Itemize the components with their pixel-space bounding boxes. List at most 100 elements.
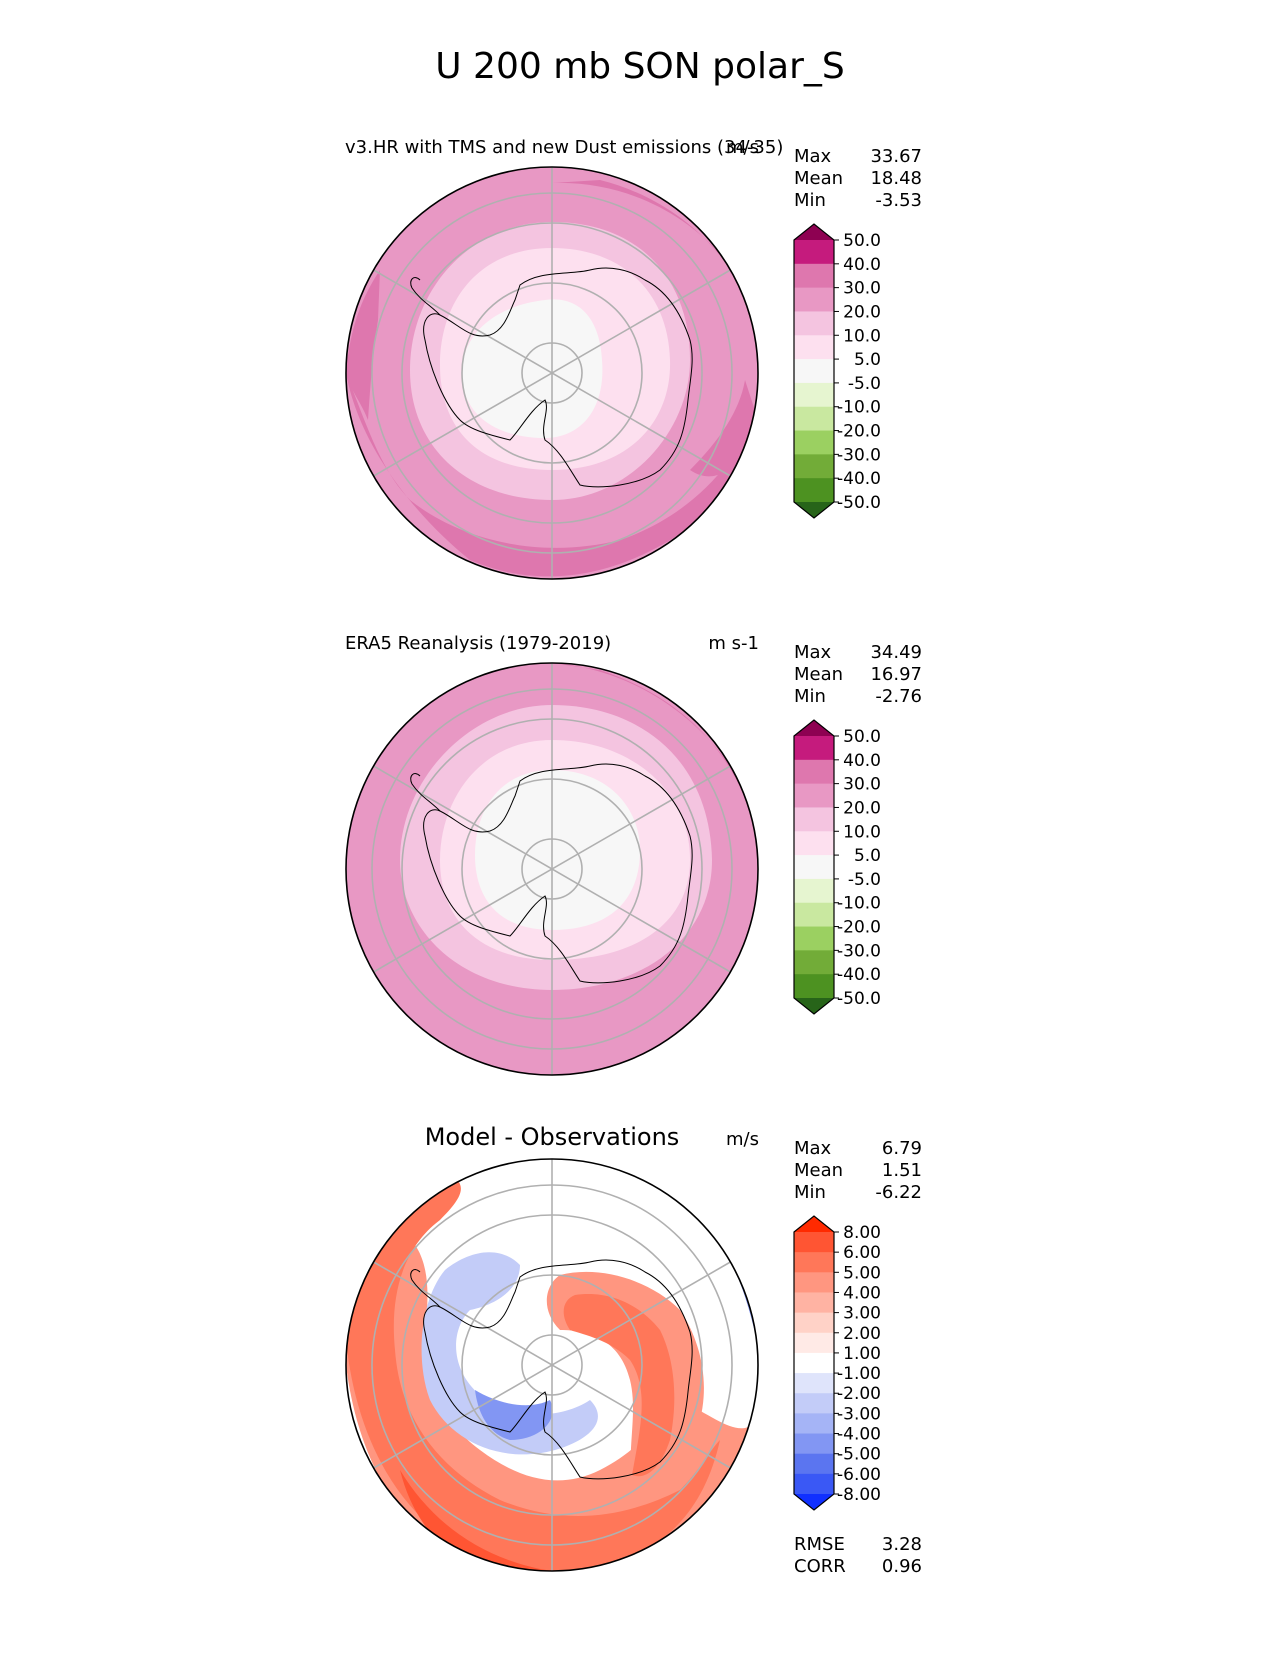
metric-value: 0.96 [882,1556,922,1577]
colorbar-tick-label: 40.0 [843,751,881,771]
stat-label: Min [794,190,826,211]
stat-label: Min [794,686,826,707]
colorbar-segment [794,240,834,265]
colorbar-segment [794,855,834,880]
panel-model: v3.HR with TMS and new Dust emissions (3… [345,137,922,580]
colorbar-segment [794,950,834,975]
metric-label: CORR [794,1556,846,1577]
panel-model-units: m/s [726,137,759,158]
antarctica-coastline [410,763,693,984]
colorbar-tick-label: 4.00 [843,1283,881,1303]
colorbar-segment [794,1453,834,1475]
contour-band [400,1470,552,1571]
contour-band [346,270,380,420]
colorbar-tick-label: 30.0 [843,279,881,299]
colorbar-tick-label: -50.0 [837,493,881,513]
colorbar-segment [794,382,834,408]
colorbar-segment [794,1292,834,1314]
colorbar: 50.0 40.0 30.0 20.0 10.0 5.0 -5.0 -10.0 -20.0 -30… [793,719,881,1015]
colorbar-tick-label: -30.0 [837,941,881,961]
colorbar-segment [794,926,834,951]
colorbar-segment [794,1433,834,1455]
colorbar-segment [794,335,834,360]
panel-difference: Model - Observations m/s [345,1123,922,1577]
colorbar-segment [794,263,834,289]
contour-band [461,299,603,439]
colorbar-segment [794,454,834,479]
colorbar-segment [794,1332,834,1354]
colorbar-segment [794,736,834,761]
colorbar-tick-label: 40.0 [843,255,881,275]
stat-label: Max [794,1138,832,1159]
panel-difference-title: Model - Observations [425,1123,680,1151]
colorbar-tick-label: -40.0 [837,965,881,985]
colorbar-tick-label: -5.0 [848,374,881,394]
colorbar-tick-label: -5.0 [848,870,881,890]
stat-value: 33.67 [870,146,922,167]
colorbar-tick-label: -40.0 [837,469,881,489]
figure-title: U 200 mb SON polar_S [435,46,844,87]
contour-band [346,1175,720,1571]
panel-model-title: v3.HR with TMS and new Dust emissions (3… [345,137,783,158]
stat-label: Mean [794,664,843,685]
colorbar-segment [794,1272,834,1293]
stat-value: -3.53 [875,190,922,211]
colorbar-tick-label: -10.0 [837,894,881,914]
stat-value: 16.97 [870,664,922,685]
colorbar-extend-min [794,998,834,1014]
colorbar-segment [794,974,834,999]
map-boundary [345,1158,759,1572]
colorbar-tick-label: -30.0 [837,445,881,465]
colorbar-segment [794,1393,834,1414]
stat-value: 18.48 [870,168,922,189]
stat-value: -6.22 [875,1182,922,1203]
colorbar-segment [794,1373,834,1394]
stat-value: 6.79 [882,1138,922,1159]
stat-label: Mean [794,168,843,189]
colorbar-tick-label: -50.0 [837,989,881,1009]
stat-value: -2.76 [875,686,922,707]
colorbar-segment [794,1312,834,1334]
antarctica-coastline [410,267,693,488]
colorbar-extend-min [794,1494,834,1510]
colorbar-tick-label: -1.00 [837,1364,881,1384]
map-boundary [345,662,759,1076]
colorbar-tick-label: -3.00 [837,1404,881,1424]
colorbar-tick-label: 50.0 [843,231,881,251]
colorbar-segment [794,878,834,904]
stat-label: Max [794,146,832,167]
colorbar: 8.006.005.004.003.002.001.00-1.00-2.00-3… [793,1215,881,1511]
metric-label: RMSE [794,1534,845,1555]
graticule [371,167,733,579]
colorbar-tick-label: 50.0 [843,727,881,747]
contour-band [690,380,758,477]
colorbar-tick-label: -8.00 [837,1485,881,1505]
stat-value: 1.51 [882,1160,922,1181]
antarctica-coastline [410,1259,693,1480]
colorbar-tick-label: 20.0 [843,798,881,818]
colorbar-segment [794,406,834,432]
metric-value: 3.28 [882,1534,922,1555]
colorbar-tick-label: 5.0 [854,846,881,866]
colorbar-tick-label: -2.00 [837,1384,881,1404]
colorbar-tick-label: 10.0 [843,326,881,346]
colorbar-tick-label: -5.00 [837,1445,881,1465]
stat-label: Max [794,642,832,663]
colorbar-tick-label: -4.00 [837,1425,881,1445]
colorbar-extend-max [794,1216,834,1232]
colorbar-tick-label: 5.00 [843,1263,881,1283]
colorbar-tick-label: 2.00 [843,1324,881,1344]
colorbar-segment [794,783,834,808]
colorbar-segment [794,1232,834,1253]
colorbar-tick-label: -20.0 [837,918,881,938]
colorbar-segment [794,287,834,312]
stat-label: Mean [794,1160,843,1181]
colorbar-extend-max [794,720,834,736]
graticule [371,663,733,1075]
colorbar-tick-label: -6.00 [837,1465,881,1485]
colorbar-tick-label: 20.0 [843,302,881,322]
colorbar-tick-label: 5.0 [854,350,881,370]
colorbar-segment [794,759,834,785]
stat-value: 34.49 [870,642,922,663]
colorbar-segment [794,831,834,856]
